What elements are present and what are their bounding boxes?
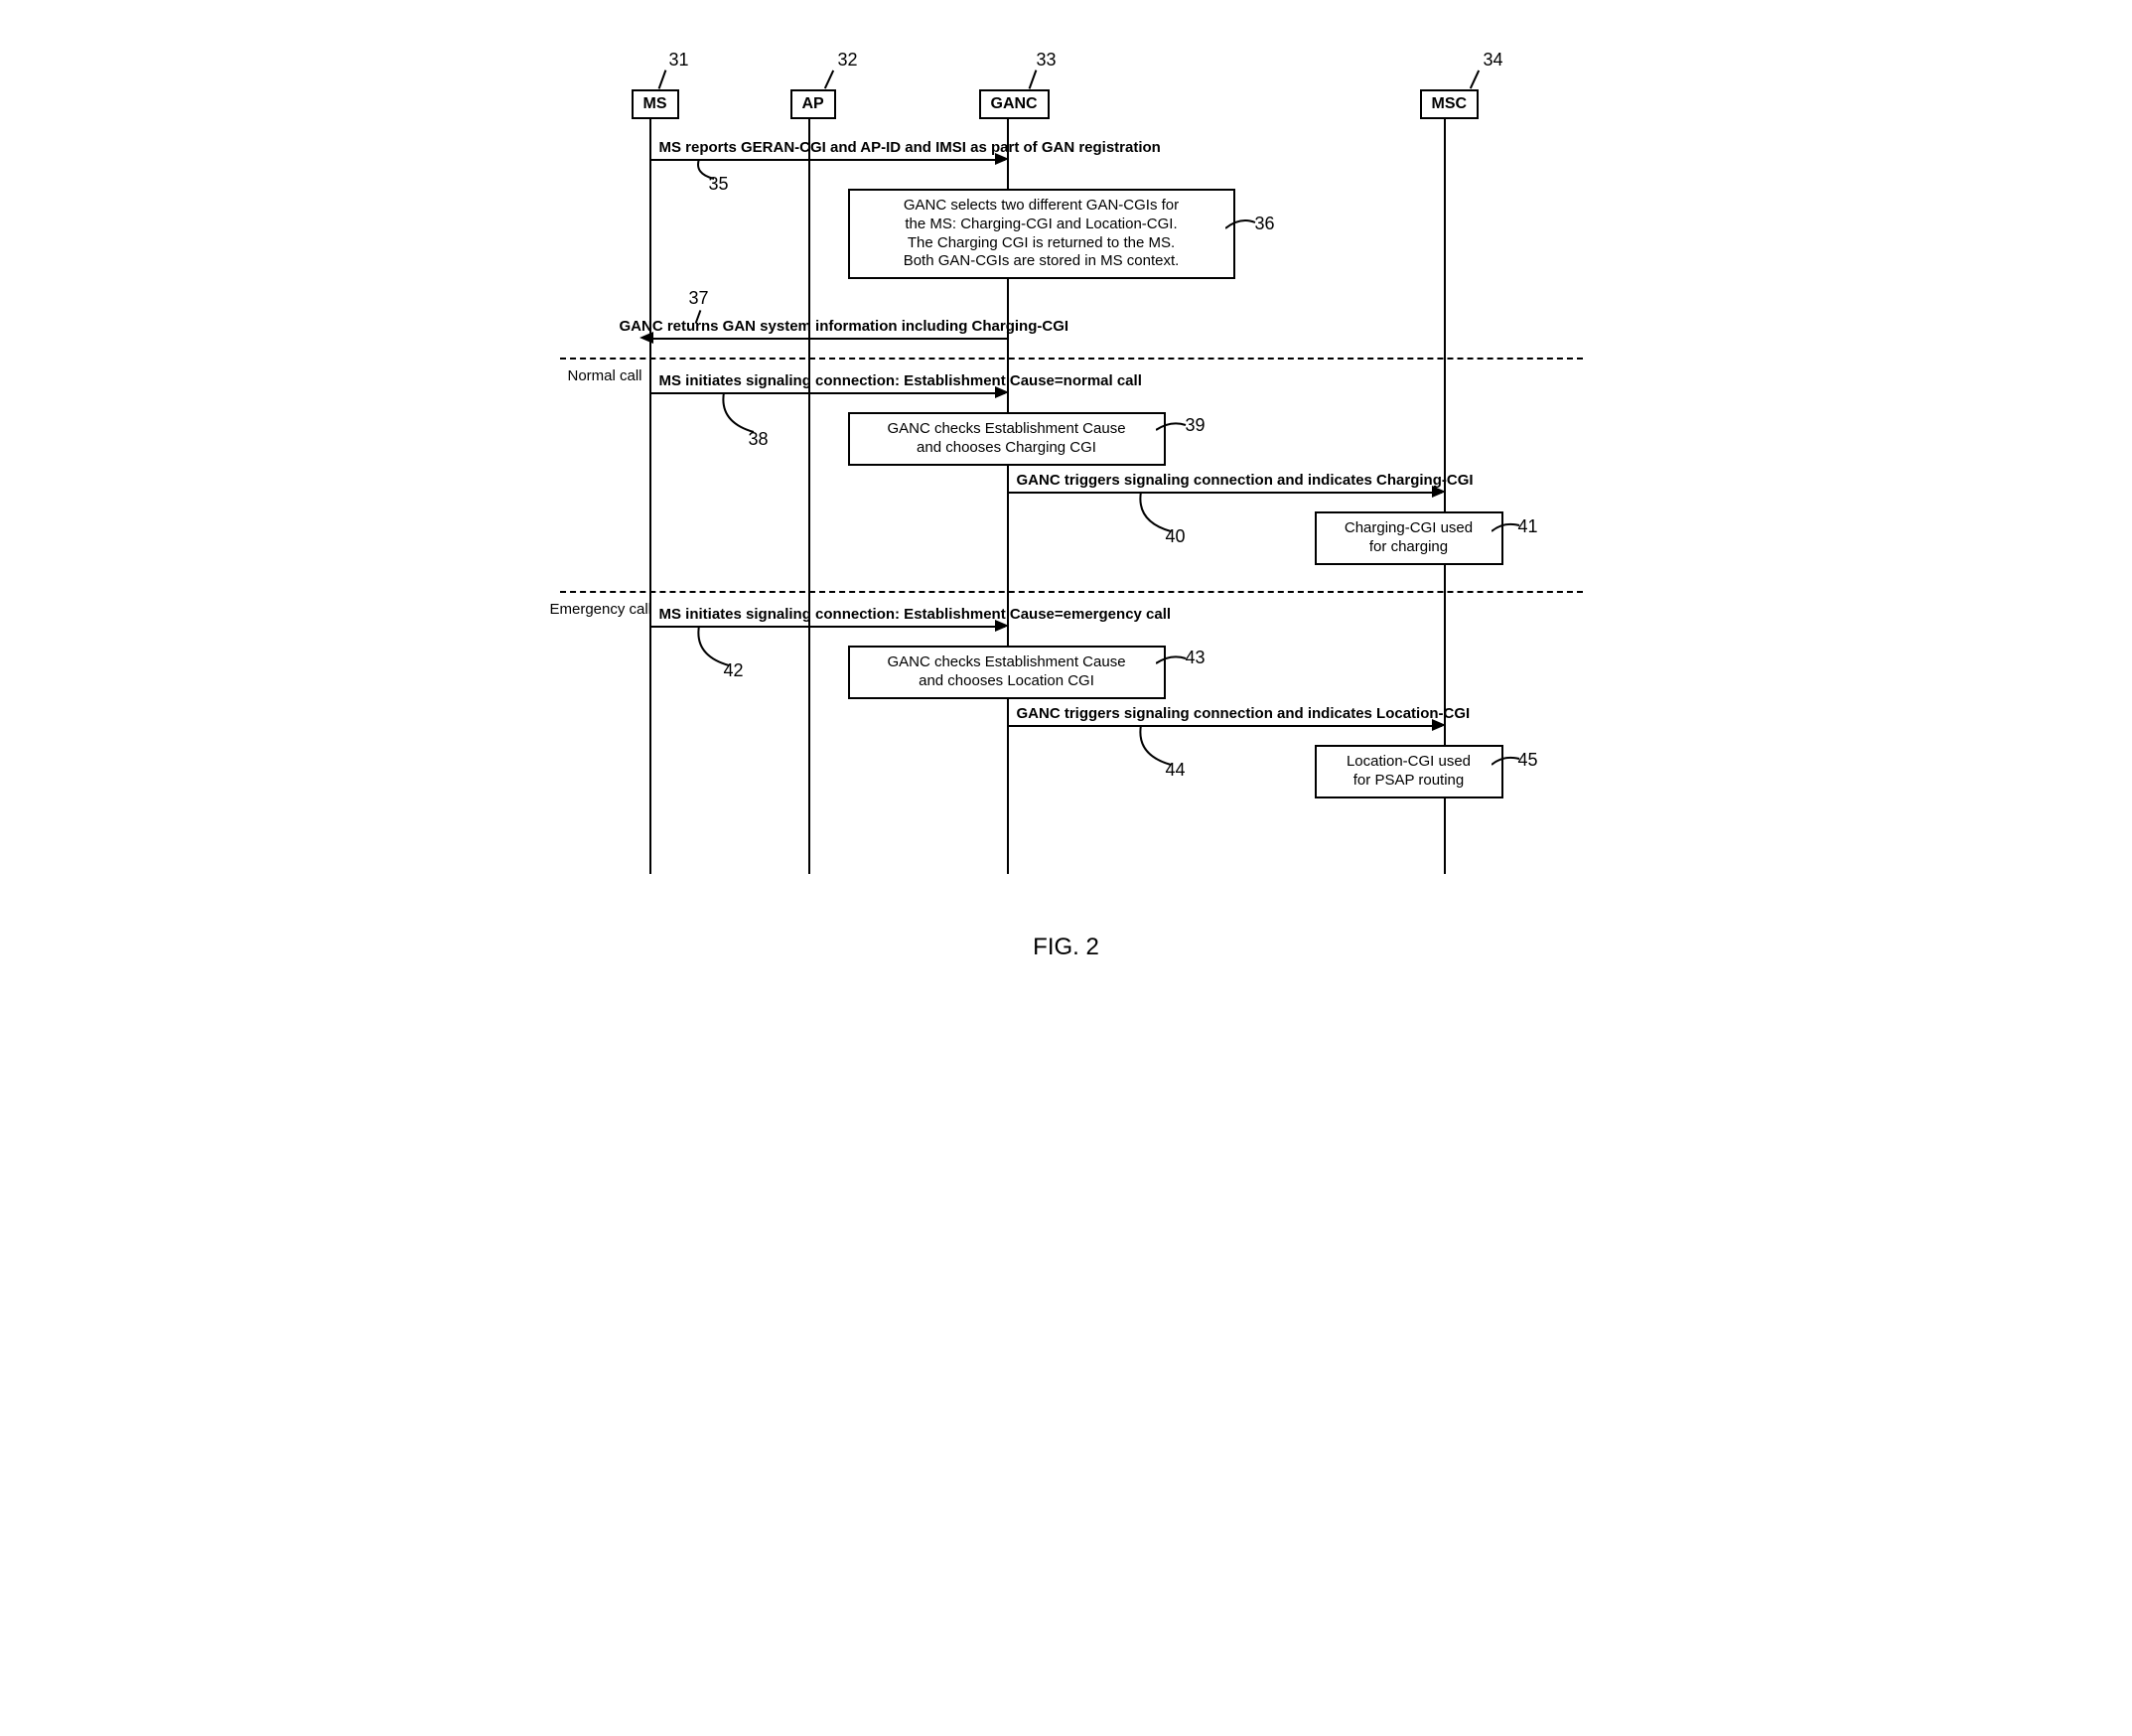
note-41: Charging-CGI used for charging [1315,511,1503,565]
msg-40-arrowhead [1432,486,1446,498]
msg-37-label: GANC returns GAN system information incl… [620,318,1069,335]
ref-33: 33 [1037,50,1057,71]
msg-42-label: MS initiates signaling connection: Estab… [659,606,1172,623]
ref-curve-41 [1492,521,1523,539]
ref-line-33 [1028,70,1037,88]
lifeline-ap [808,89,810,874]
msg-37-arrowhead [640,332,653,344]
note-43-l2: and chooses Location CGI [858,672,1156,691]
ref-31: 31 [669,50,689,71]
msg-38-arrowhead [995,386,1009,398]
msg-44-arrowhead [1432,719,1446,731]
note-45-l2: for PSAP routing [1325,772,1493,791]
note-36-l2: the MS: Charging-CGI and Location-CGI. [858,216,1225,234]
ref-curve-40 [1136,492,1186,536]
ref-34: 34 [1484,50,1503,71]
sequence-diagram: MS AP GANC MSC 31 32 33 34 MS reports GE… [520,40,1613,914]
section-normal-label: Normal call [568,367,642,384]
ref-curve-38 [719,392,769,437]
note-36-l4: Both GAN-CGIs are stored in MS context. [858,252,1225,271]
note-39-l2: and chooses Charging CGI [858,439,1156,458]
msg-40-arrow [1007,492,1442,494]
divider-emergency [560,591,1583,593]
note-36-l3: The Charging CGI is returned to the MS. [858,234,1225,253]
msg-37-arrow [651,338,1007,340]
note-43: GANC checks Establishment Cause and choo… [848,646,1166,699]
msg-44-label: GANC triggers signaling connection and i… [1017,705,1471,722]
ref-curve-44 [1136,725,1186,770]
actor-ms: MS [632,89,679,119]
msg-35-label: MS reports GERAN-CGI and AP-ID and IMSI … [659,139,1161,156]
ref-curve-43 [1156,653,1191,671]
msg-38-label: MS initiates signaling connection: Estab… [659,372,1142,389]
ref-32: 32 [838,50,858,71]
section-emergency-label: Emergency call [550,601,652,618]
divider-normal [560,358,1583,360]
note-36: GANC selects two different GAN-CGIs for … [848,189,1235,279]
note-41-l1: Charging-CGI used [1325,519,1493,538]
ref-curve-35 [689,159,729,184]
note-45-l1: Location-CGI used [1325,753,1493,772]
actor-ap: AP [790,89,836,119]
ref-line-32 [823,71,833,89]
msg-44-arrow [1007,725,1442,727]
ref-curve-39 [1156,420,1191,438]
note-39: GANC checks Establishment Cause and choo… [848,412,1166,466]
ref-curve-42 [694,626,744,670]
actor-msc: MSC [1420,89,1480,119]
note-39-l1: GANC checks Establishment Cause [858,420,1156,439]
note-41-l2: for charging [1325,538,1493,557]
ref-curve-36 [1225,217,1260,236]
lifeline-ms [649,89,651,874]
note-45: Location-CGI used for PSAP routing [1315,745,1503,798]
msg-40-label: GANC triggers signaling connection and i… [1017,472,1474,489]
msg-42-arrowhead [995,620,1009,632]
ref-line-31 [657,70,666,88]
ref-curve-45 [1492,755,1523,773]
ref-line-34 [1469,71,1479,89]
msg-35-arrowhead [995,153,1009,165]
note-36-l1: GANC selects two different GAN-CGIs for [858,197,1225,216]
ref-37: 37 [689,288,709,309]
actor-ganc: GANC [979,89,1050,119]
note-43-l1: GANC checks Establishment Cause [858,653,1156,672]
figure-caption: FIG. 2 [40,934,2092,961]
msg-38-arrow [649,392,1005,394]
